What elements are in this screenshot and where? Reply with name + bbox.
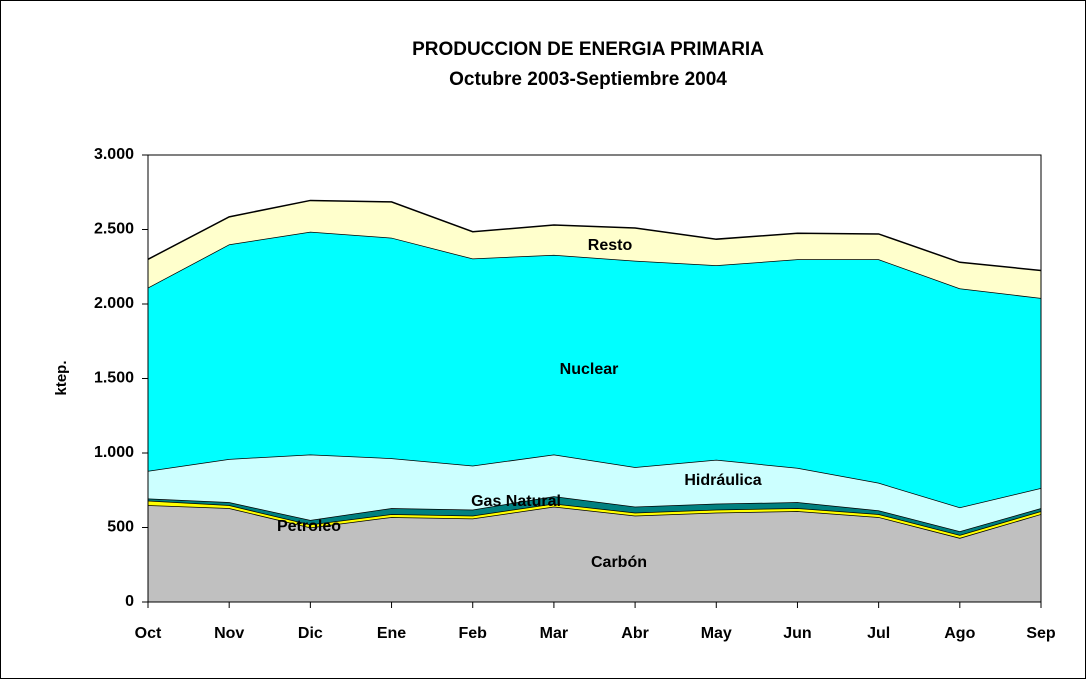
chart-subtitle: Octubre 2003-Septiembre 2004 <box>449 69 727 90</box>
area-edge <box>147 199 1042 272</box>
series-label: Petroleo <box>277 518 341 535</box>
x-tick-label: Jul <box>867 625 890 642</box>
x-tick-label: Dic <box>298 625 323 642</box>
x-tick-label: Abr <box>621 625 649 642</box>
x-tick-label: Mar <box>540 625 568 642</box>
x-tick-label: Sep <box>1026 625 1056 642</box>
chart-title: PRODUCCION DE ENERGIA PRIMARIA <box>412 39 764 60</box>
series-label: Gas Natural <box>471 493 561 510</box>
series-label: Hidráulica <box>684 472 761 489</box>
series-label: Nuclear <box>560 361 619 378</box>
area-edge <box>147 499 1042 536</box>
x-tick-label: Ene <box>377 625 406 642</box>
x-tick-label: Oct <box>135 625 162 642</box>
x-tick-label: Feb <box>459 625 488 642</box>
x-tick-label: May <box>701 625 732 642</box>
y-tick-label: 2.000 <box>94 295 134 312</box>
series-label: Carbón <box>591 554 647 571</box>
area <box>148 496 1041 535</box>
area <box>148 200 1041 299</box>
y-tick-label: 1.500 <box>94 370 134 387</box>
x-tick-label: Ago <box>944 625 975 642</box>
y-tick-label: 3.000 <box>94 146 134 163</box>
y-tick-label: 0 <box>125 593 134 610</box>
y-tick-label: 2.500 <box>94 221 134 238</box>
y-tick-label: 500 <box>107 519 134 536</box>
y-tick-label: 1.000 <box>94 444 134 461</box>
x-tick-label: Nov <box>214 625 244 642</box>
area <box>148 505 1041 602</box>
area <box>148 231 1041 508</box>
y-axis-label: ktep. <box>53 360 70 395</box>
area <box>148 454 1041 532</box>
x-tick-label: Jun <box>783 625 811 642</box>
series-label: Resto <box>588 237 633 254</box>
